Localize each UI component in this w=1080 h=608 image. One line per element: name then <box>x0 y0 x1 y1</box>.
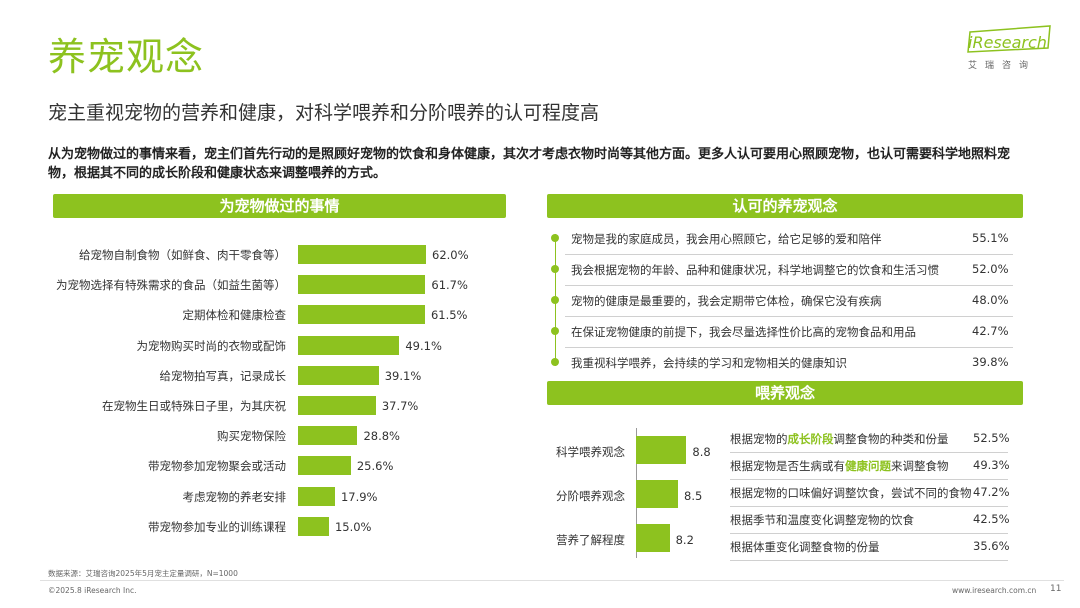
left-bar-value: 61.5% <box>430 308 468 323</box>
feeding-separator <box>730 560 1008 561</box>
concept-dot <box>551 265 559 273</box>
feeding-bar-label: 科学喂养观念 <box>556 445 625 459</box>
feeding-separator <box>730 479 1008 480</box>
left-bar <box>298 396 376 415</box>
feeding-separator <box>730 506 1008 507</box>
feeding-bar <box>636 480 678 508</box>
page-subtitle: 宠主重视宠物的营养和健康，对科学喂养和分阶喂养的认可程度高 <box>48 102 600 124</box>
left-bar <box>298 305 425 325</box>
concept-text: 宠物的健康是最重要的，我会定期带它体检，确保它没有疾病 <box>571 294 882 308</box>
left-bar <box>298 275 426 295</box>
section-left-header: 为宠物做过的事情 <box>53 194 506 218</box>
feeding-table-value: 42.5% <box>973 512 1010 526</box>
feeding-bar-value: 8.8 <box>692 445 711 459</box>
concept-dot <box>551 327 559 335</box>
concept-separator <box>565 285 1013 286</box>
left-bar-label: 考虑宠物的养老安排 <box>182 489 287 504</box>
left-bar-value: 37.7% <box>381 399 419 413</box>
concept-value: 52.0% <box>972 262 1009 276</box>
concept-separator <box>565 316 1013 317</box>
logo-subtext: 艾瑞咨询 <box>968 61 1037 71</box>
feeding-bar-value: 8.2 <box>675 533 694 547</box>
left-bar-label: 为宠物选择有特殊需求的食品（如益生菌等） <box>56 278 286 293</box>
intro-paragraph: 从为宠物做过的事情来看，宠主们首先行动的是照顾好宠物的饮食和身体健康，其次才考虑… <box>48 147 1011 181</box>
concept-value: 48.0% <box>972 293 1009 307</box>
feeding-bar-label: 营养了解程度 <box>556 533 625 547</box>
footer-url: www.iresearch.com.cn <box>952 586 1037 595</box>
left-bar-label: 给宠物自制食物（如鲜食、肉干零食等） <box>79 248 286 262</box>
iresearch-logo <box>967 25 1051 53</box>
section-concepts-header: 认可的养宠观念 <box>547 194 1023 218</box>
feeding-table-value: 47.2% <box>973 485 1010 499</box>
page-number: 11 <box>1050 584 1062 594</box>
feeding-table-text: 根据宠物的成长阶段调整食物的种类和份量 <box>730 431 949 447</box>
concept-dot <box>551 358 559 366</box>
feeding-separator <box>730 452 1008 453</box>
left-bar-value: 39.1% <box>384 368 422 383</box>
feeding-separator <box>730 533 1008 534</box>
feeding-text-pre: 根据宠物的口味偏好调整饮食，尝试不同的食物 <box>730 486 972 500</box>
footer-divider <box>40 580 1064 581</box>
feeding-bar <box>636 524 670 552</box>
concept-dot <box>551 234 559 242</box>
feeding-table-text: 根据宠物是否生病或有健康问题来调整食物 <box>730 458 949 474</box>
left-bar-label: 在宠物生日或特殊日子里，为其庆祝 <box>102 399 286 413</box>
left-bar-label: 给宠物拍写真，记录成长 <box>159 368 287 383</box>
feeding-text-pre: 根据体重变化调整食物的份量 <box>730 540 880 554</box>
feeding-table-text: 根据体重变化调整食物的份量 <box>730 539 880 555</box>
left-bar <box>298 335 400 355</box>
feeding-table-text: 根据季节和温度变化调整宠物的饮食 <box>730 512 914 528</box>
logo-text: iResearch <box>968 33 1047 52</box>
feeding-bar <box>636 436 687 464</box>
concept-text: 我重视科学喂养，会持续的学习和宠物相关的健康知识 <box>571 356 847 370</box>
feeding-table-value: 49.3% <box>973 458 1010 472</box>
left-bar <box>298 245 426 264</box>
page-title: 养宠观念 <box>48 35 205 79</box>
feeding-bar-label: 分阶喂养观念 <box>556 489 625 503</box>
left-bar <box>298 365 379 385</box>
feeding-table-value: 35.6% <box>973 539 1010 553</box>
left-bar-label: 带宠物参加专业的训练课程 <box>148 519 286 534</box>
concept-separator <box>565 347 1013 348</box>
concept-separator <box>565 254 1013 255</box>
left-bar-label: 定期体检和健康检查 <box>182 308 287 323</box>
left-bar-value: 61.7% <box>431 278 468 293</box>
section-feeding-header: 喂养观念 <box>547 381 1023 405</box>
data-source: 数据来源：艾瑞咨询2025年5月宠主定量调研，N=1000 <box>48 569 238 578</box>
feeding-table-value: 52.5% <box>973 431 1010 445</box>
feeding-text-highlight: 成长阶段 <box>787 432 834 446</box>
feeding-bar-value: 8.5 <box>684 489 703 503</box>
left-bar-value: 15.0% <box>334 519 372 534</box>
concept-value: 55.1% <box>972 231 1009 245</box>
left-bar-value: 49.1% <box>405 338 442 353</box>
left-bar-value: 62.0% <box>432 248 469 262</box>
feeding-text-pre: 根据宠物是否生病或有 <box>730 459 845 473</box>
copyright: ©2025.8 iResearch Inc. <box>48 586 137 595</box>
left-bar-label: 带宠物参加宠物聚会或活动 <box>148 459 286 474</box>
left-bar <box>298 516 329 536</box>
feeding-text-pre: 根据宠物的 <box>730 432 788 446</box>
left-bar-label: 购买宠物保险 <box>217 429 286 444</box>
feeding-text-post: 调整食物的种类和份量 <box>833 432 949 446</box>
concept-text: 在保证宠物健康的前提下，我会尽量选择性价比高的宠物食品和用品 <box>571 325 916 339</box>
left-bar-label: 为宠物购买时尚的衣物或配饰 <box>136 338 287 353</box>
left-bar <box>298 426 358 446</box>
feeding-text-highlight: 健康问题 <box>845 459 891 473</box>
feeding-table-text: 根据宠物的口味偏好调整饮食，尝试不同的食物 <box>730 485 972 501</box>
left-bar <box>298 486 335 506</box>
feeding-text-post: 来调整食物 <box>891 459 949 473</box>
left-bar <box>298 456 351 476</box>
left-bar-value: 25.6% <box>356 459 394 474</box>
concept-text: 宠物是我的家庭成员，我会用心照顾它，给它足够的爱和陪伴 <box>571 232 882 246</box>
feeding-text-pre: 根据季节和温度变化调整宠物的饮食 <box>730 513 914 527</box>
left-bar-value: 28.8% <box>363 429 400 444</box>
concept-text: 我会根据宠物的年龄、品种和健康状况，科学地调整它的饮食和生活习惯 <box>571 263 939 277</box>
concept-value: 42.7% <box>972 324 1009 338</box>
left-bar-value: 17.9% <box>340 489 378 504</box>
concept-value: 39.8% <box>972 355 1009 369</box>
concept-dot <box>551 296 559 304</box>
